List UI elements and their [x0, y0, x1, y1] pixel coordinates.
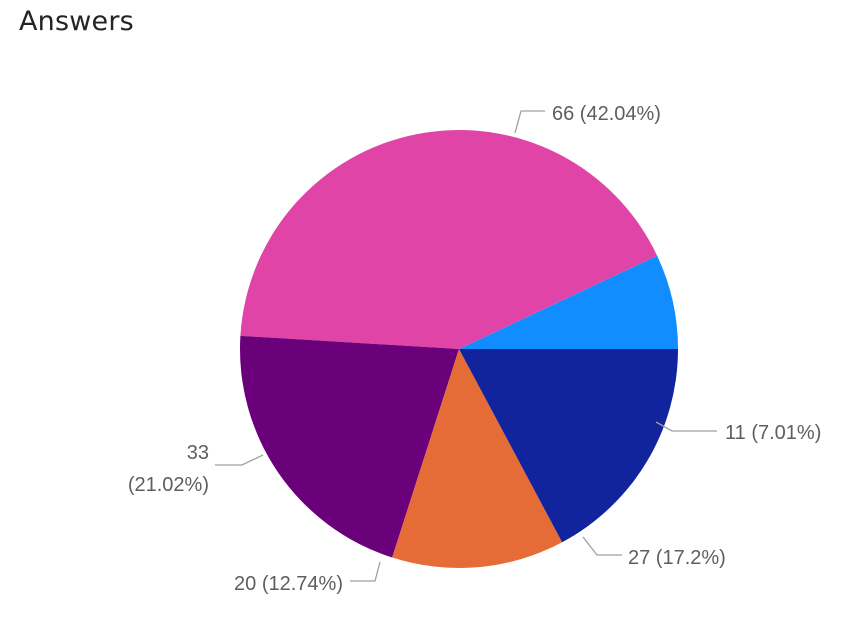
data-label-66: 66 (42.04%) — [552, 103, 661, 125]
data-label-20: 20 (12.74%) — [234, 573, 343, 595]
pie-slice-33[interactable] — [239, 335, 459, 558]
data-label-33-line-2: (21.02%) — [128, 474, 209, 496]
chart-title: Answers — [19, 6, 134, 37]
leader-line-66 — [514, 110, 545, 134]
pie-slice-66[interactable] — [240, 129, 658, 349]
leader-line-11 — [655, 421, 717, 432]
pie-slice-11[interactable] — [459, 255, 678, 349]
data-label-27: 27 (17.2%) — [628, 547, 726, 569]
leader-line-27 — [582, 536, 622, 556]
data-label-11: 11 (7.01%) — [725, 422, 821, 444]
data-label-33-line-1: 33 — [187, 442, 209, 464]
pie-slice-20[interactable] — [392, 349, 563, 569]
leader-line-20 — [350, 561, 381, 582]
leader-line-33 — [215, 454, 264, 466]
pie-slice-27[interactable] — [459, 349, 678, 543]
